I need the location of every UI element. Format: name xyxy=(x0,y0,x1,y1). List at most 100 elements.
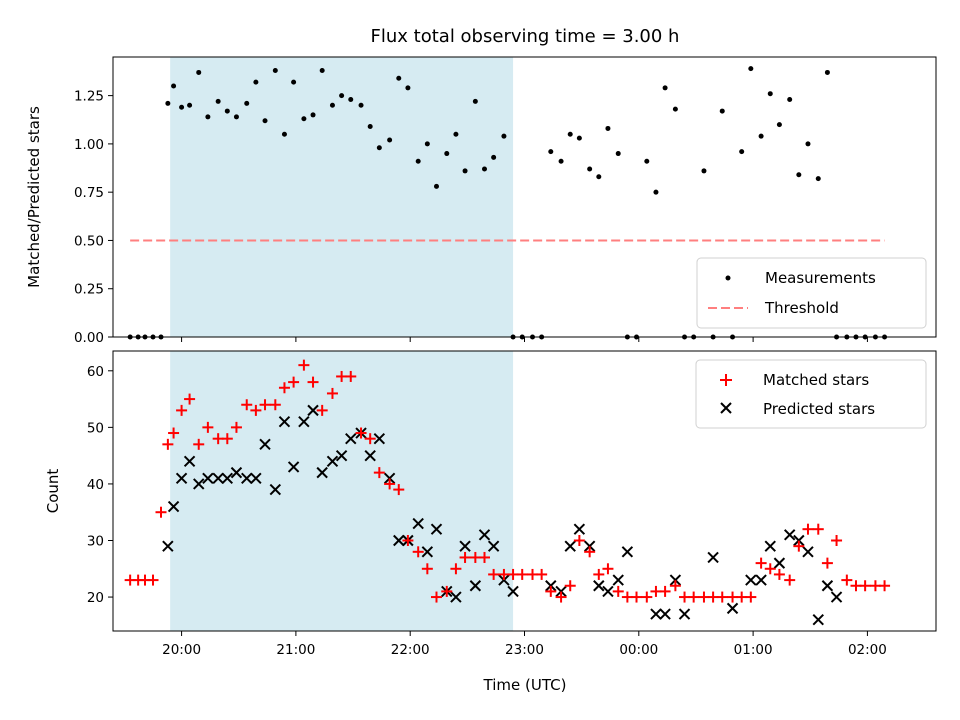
legend-predicted-label: Predicted stars xyxy=(763,400,875,418)
matched-star-point xyxy=(259,399,271,411)
measurement-point xyxy=(444,151,450,157)
bottom-x-tick-label: 23:00 xyxy=(505,642,544,658)
measurement-point xyxy=(329,102,335,108)
predicted-star-point xyxy=(162,540,174,552)
matched-star-point xyxy=(612,585,624,597)
predicted-stars-points xyxy=(162,404,843,626)
matched-star-point xyxy=(516,568,528,580)
predicted-star-point xyxy=(430,523,443,535)
predicted-star-point xyxy=(555,585,567,598)
top-y-tick-label: 1.00 xyxy=(74,137,104,153)
matched-star-point xyxy=(812,523,824,535)
chart-title: Flux total observing time = 3.00 h xyxy=(371,26,680,47)
predicted-star-point xyxy=(364,449,376,462)
top-y-tick-label: 0.00 xyxy=(74,330,104,346)
matched-star-point xyxy=(631,591,643,603)
predicted-star-point xyxy=(612,574,624,586)
measurement-point xyxy=(767,91,773,97)
bottom-legend-box xyxy=(695,359,927,429)
measurement-point xyxy=(815,176,821,182)
predicted-star-point xyxy=(783,529,796,541)
top-highlight-span xyxy=(170,57,514,337)
predicted-star-point xyxy=(202,472,214,484)
measurement-point xyxy=(501,133,507,139)
predicted-star-point xyxy=(478,529,491,541)
top-y-tick-label: 0.50 xyxy=(74,233,104,249)
matched-star-point xyxy=(688,591,700,603)
measurement-point xyxy=(644,158,650,164)
predicted-star-point xyxy=(383,472,396,484)
predicted-star-point xyxy=(812,613,824,626)
matched-star-point xyxy=(202,421,214,433)
predicted-star-point xyxy=(678,608,691,620)
matched-star-point xyxy=(355,427,367,439)
matched-star-point xyxy=(488,568,500,580)
bottom-highlight-span xyxy=(170,351,514,631)
measurement-point xyxy=(233,114,239,120)
measurement-point xyxy=(748,66,754,72)
legend-measurements-label: Measurements xyxy=(765,269,876,287)
matched-star-point xyxy=(564,580,576,592)
top-y-axis-label: Matched/Predicted stars xyxy=(25,106,43,288)
matched-star-point xyxy=(793,540,805,552)
matched-star-point xyxy=(859,580,871,592)
measurement-point xyxy=(205,114,211,120)
matched-star-point xyxy=(716,591,728,603)
measurement-point xyxy=(405,85,411,91)
measurement-point xyxy=(387,137,393,143)
matched-star-point xyxy=(545,585,557,597)
matched-star-point xyxy=(176,404,188,416)
matched-star-point xyxy=(802,523,814,535)
measurement-point xyxy=(319,68,325,74)
predicted-star-point xyxy=(498,574,510,586)
matched-star-point xyxy=(288,376,300,388)
predicted-star-point xyxy=(650,608,662,620)
predicted-star-point xyxy=(421,546,434,558)
measurement-point xyxy=(179,104,185,110)
bottom-panel: Count Time (UTC) 20 30 40 50 60 20:00 21:00 22… xyxy=(44,350,937,694)
measurement-point xyxy=(424,141,430,147)
matched-star-point xyxy=(230,421,242,433)
predicted-star-point xyxy=(593,580,605,592)
matched-star-point xyxy=(384,478,396,490)
matched-star-point xyxy=(316,404,328,416)
measurement-point xyxy=(662,85,668,91)
predicted-star-point xyxy=(298,415,310,428)
predicted-star-point xyxy=(230,466,243,479)
matched-star-point xyxy=(593,568,605,580)
legend-matched-marker xyxy=(720,374,732,386)
predicted-star-point xyxy=(830,591,843,603)
bottom-y-tick-label: 40 xyxy=(87,477,104,493)
predicted-star-point xyxy=(167,500,180,513)
predicted-star-point xyxy=(621,546,634,558)
bottom-y-tick-label: 30 xyxy=(87,533,104,549)
predicted-star-point xyxy=(259,438,271,451)
legend-threshold-label: Threshold xyxy=(764,299,839,317)
predicted-star-point xyxy=(221,472,234,484)
bottom-y-tick-label: 60 xyxy=(87,364,104,380)
predicted-star-point xyxy=(287,461,300,473)
predicted-star-point xyxy=(821,580,834,592)
predicted-star-point xyxy=(241,472,253,484)
measurement-point xyxy=(396,75,402,81)
legend-measurements-marker xyxy=(725,275,731,281)
bottom-axes-frame xyxy=(112,350,937,632)
predicted-star-point xyxy=(764,540,776,552)
matched-star-point xyxy=(278,382,290,394)
matched-star-point xyxy=(536,568,548,580)
measurement-point xyxy=(776,122,782,128)
measurement-point xyxy=(196,69,202,75)
legend-matched-label: Matched stars xyxy=(763,371,869,389)
bottom-x-tick-label: 22:00 xyxy=(391,642,430,658)
predicted-star-point xyxy=(802,546,814,558)
predicted-star-point xyxy=(564,540,576,552)
matched-star-point xyxy=(393,484,405,496)
predicted-star-point xyxy=(755,574,767,586)
legend-predicted-marker xyxy=(720,402,732,414)
x-axis-label: Time (UTC) xyxy=(483,676,567,694)
top-y-ticks: 0.00 0.25 0.50 0.75 1.00 1.25 xyxy=(74,89,113,346)
matched-star-point xyxy=(345,370,357,382)
measurement-point xyxy=(805,141,811,147)
measurement-point xyxy=(596,174,602,180)
predicted-star-point xyxy=(335,449,348,462)
